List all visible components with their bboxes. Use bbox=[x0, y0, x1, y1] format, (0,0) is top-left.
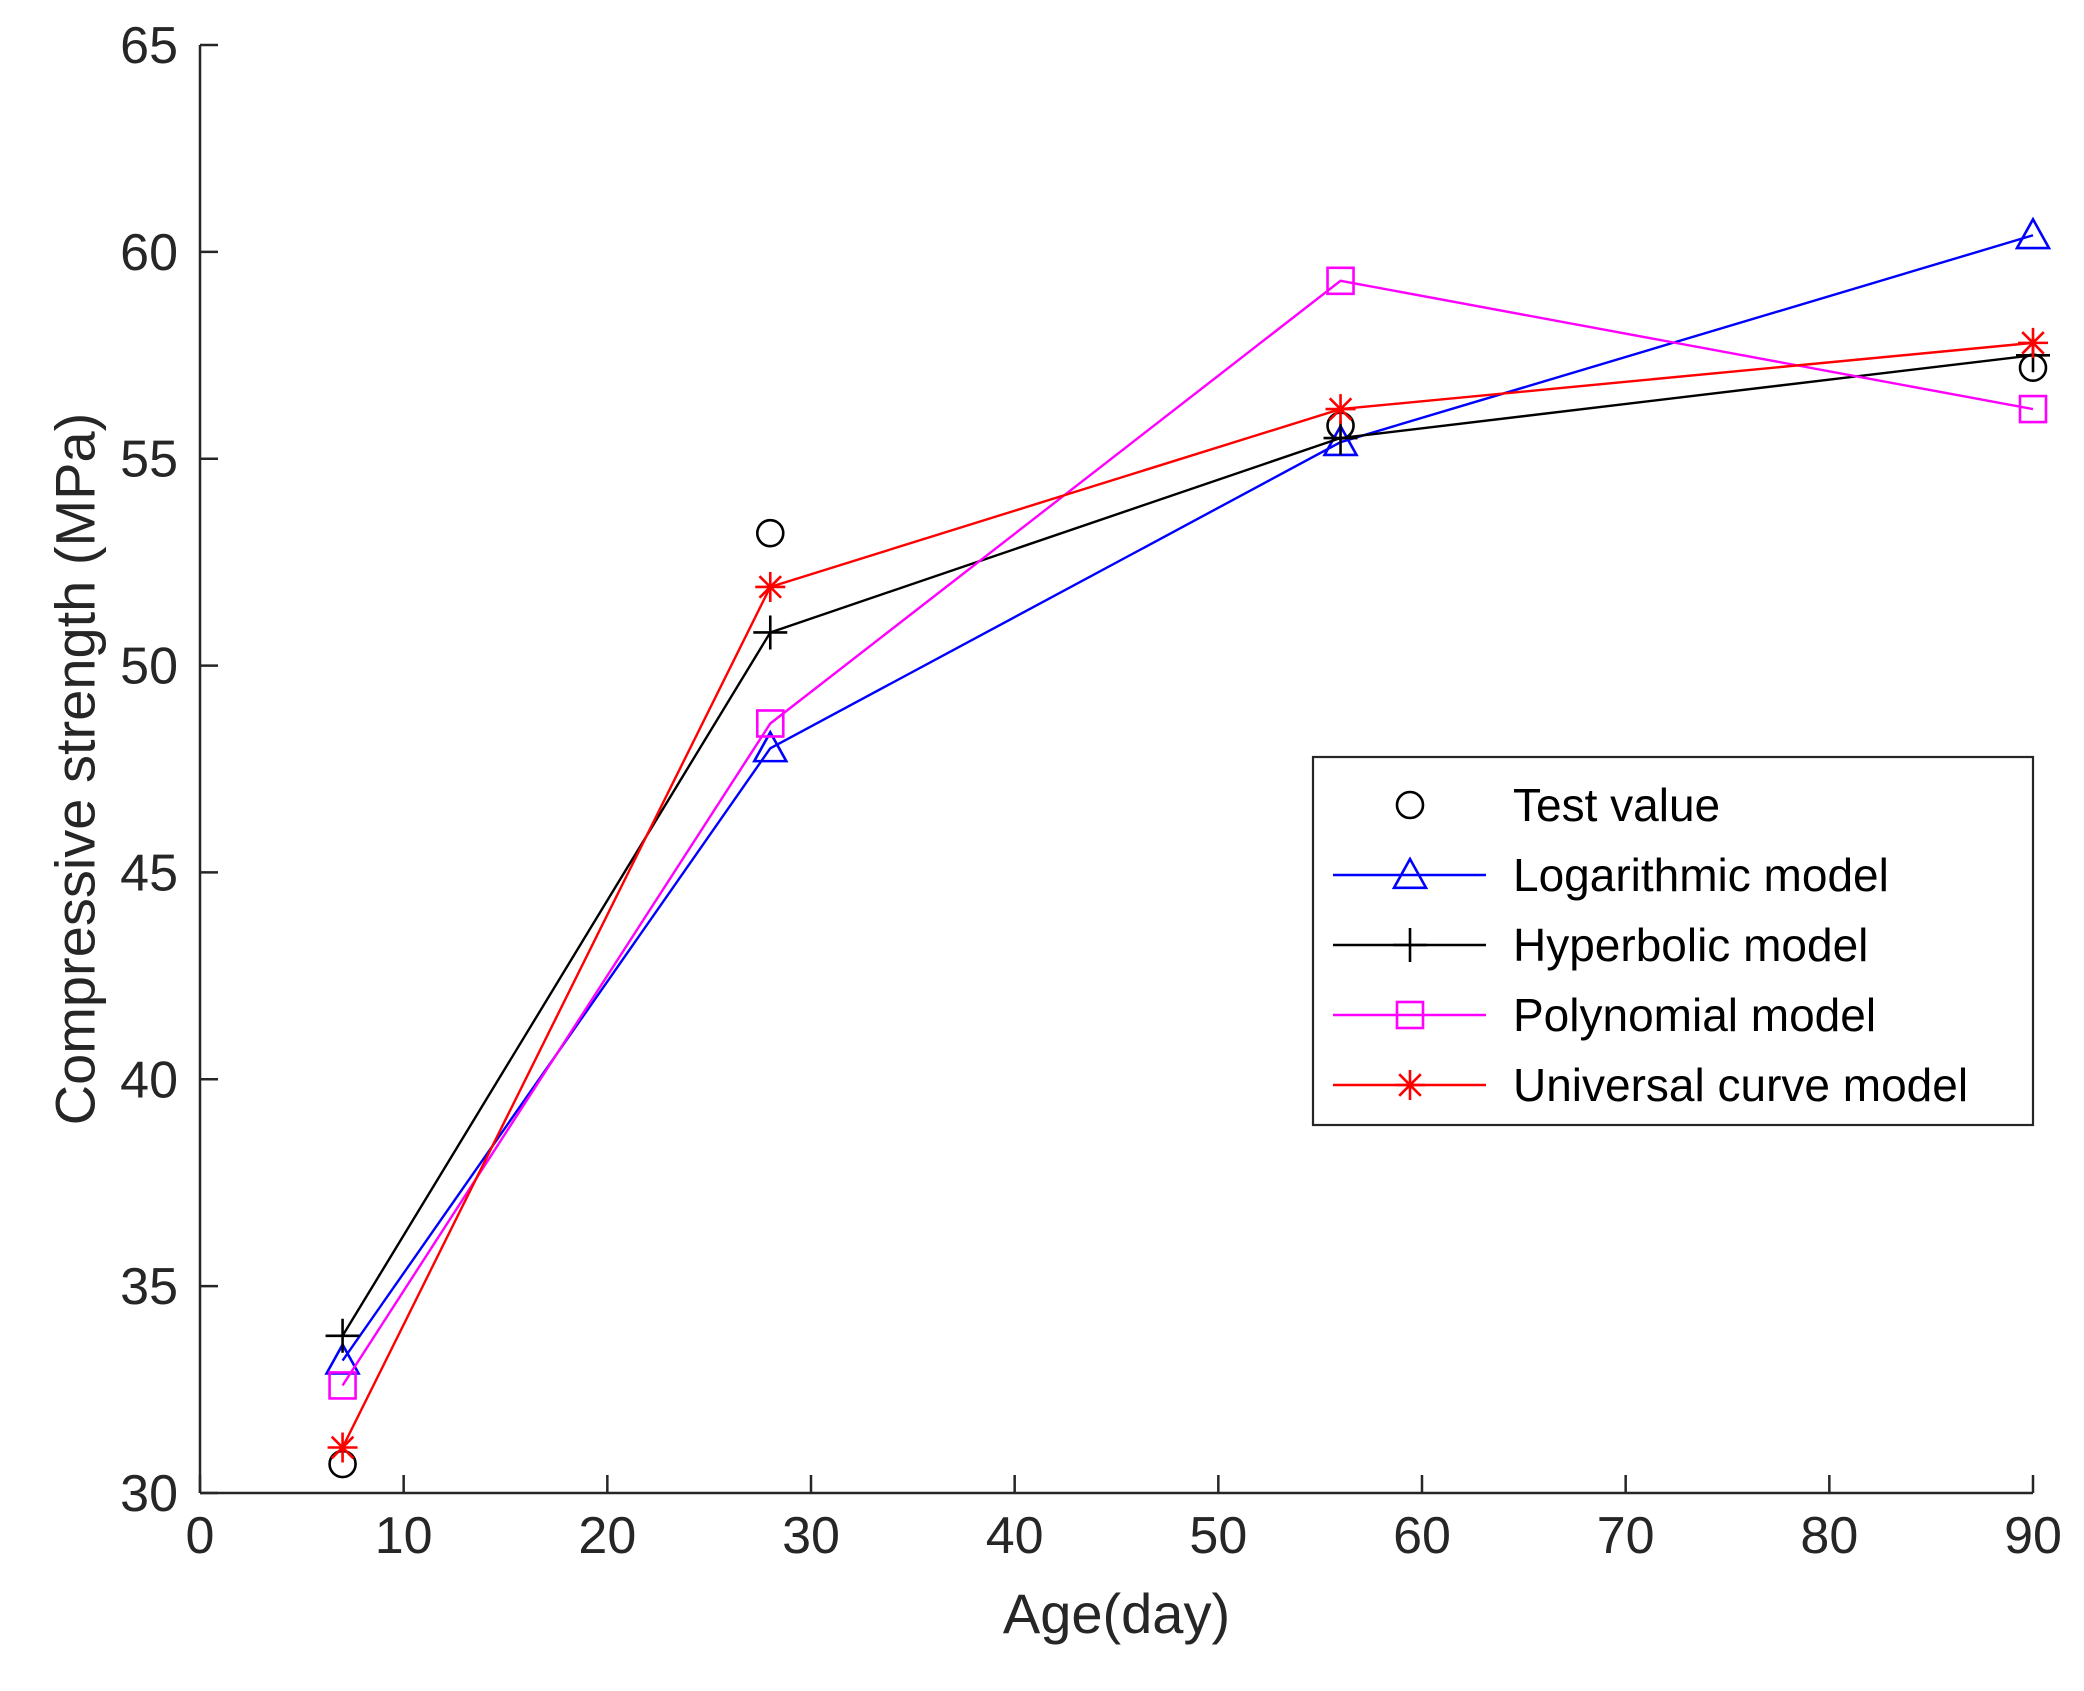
legend-label: Logarithmic model bbox=[1513, 849, 1889, 901]
axes: 0 10 20 30 40 50 60 70 80 90 30 35 40 45 50 55 60 65 bbox=[120, 17, 2062, 1565]
data-point-hyp bbox=[325, 1318, 360, 1353]
series-univ bbox=[327, 327, 2048, 1463]
y-tick-label: 40 bbox=[120, 1051, 178, 1109]
x-tick-label: 10 bbox=[375, 1507, 433, 1565]
data-point-log bbox=[2014, 216, 2052, 250]
data-point-univ bbox=[327, 1432, 358, 1463]
plot-series bbox=[324, 216, 2052, 1479]
x-axis-title: Age(day) bbox=[1003, 1582, 1230, 1645]
x-tick-label: 0 bbox=[186, 1507, 215, 1565]
x-tick-label: 80 bbox=[1800, 1507, 1858, 1565]
x-tick-label: 60 bbox=[1393, 1507, 1451, 1565]
legend-label: Hyperbolic model bbox=[1513, 919, 1868, 971]
data-point-univ bbox=[755, 571, 786, 602]
data-point-poly bbox=[1326, 266, 1355, 296]
data-point-test bbox=[755, 518, 785, 548]
legend-label: Polynomial model bbox=[1513, 989, 1876, 1041]
legend-box bbox=[1311, 755, 2035, 1127]
data-point-univ bbox=[1325, 394, 1356, 425]
data-point-poly bbox=[755, 709, 785, 738]
legend-marker bbox=[1393, 928, 1427, 962]
legend-entry-hyp: Hyperbolic model bbox=[1333, 919, 1868, 971]
legend-marker bbox=[1395, 790, 1425, 820]
legend-entry-test: Test value bbox=[1395, 779, 1720, 831]
x-tick-label: 90 bbox=[2004, 1507, 2062, 1565]
series-line-poly bbox=[341, 279, 2034, 1387]
legend-entry-univ: Universal curve model bbox=[1333, 1059, 1968, 1111]
legend-label: Test value bbox=[1513, 779, 1720, 831]
x-tick-label: 50 bbox=[1189, 1507, 1247, 1565]
legend: Test value Logarithmic model Hyperbolic mo… bbox=[1311, 755, 2035, 1127]
series-line-univ bbox=[341, 341, 2034, 1449]
y-tick-label: 50 bbox=[120, 638, 178, 696]
series-line-hyp bbox=[341, 354, 2034, 1337]
y-tick-label: 60 bbox=[120, 224, 178, 282]
legend-label: Universal curve model bbox=[1513, 1059, 1968, 1111]
x-tick-label: 40 bbox=[986, 1507, 1044, 1565]
legend-entry-log: Logarithmic model bbox=[1333, 849, 1889, 901]
x-tick-label: 70 bbox=[1597, 1507, 1655, 1565]
x-tick-label: 30 bbox=[782, 1507, 840, 1565]
y-tick-label: 35 bbox=[120, 1258, 178, 1316]
legend-marker bbox=[1395, 1070, 1425, 1100]
data-point-univ bbox=[2018, 327, 2048, 358]
data-point-hyp bbox=[1323, 421, 1358, 456]
y-tick-label: 65 bbox=[120, 17, 178, 75]
data-point-poly bbox=[2018, 394, 2048, 424]
y-axis-title: Compressive strength (MPa) bbox=[44, 413, 107, 1126]
y-tick-label: 45 bbox=[120, 844, 178, 902]
data-point-log bbox=[752, 729, 789, 763]
data-point-hyp bbox=[753, 615, 788, 650]
y-tick-label: 55 bbox=[120, 431, 178, 489]
legend-marker bbox=[1395, 1000, 1425, 1030]
series-poly bbox=[328, 266, 2048, 1400]
data-point-poly bbox=[328, 1371, 357, 1400]
legend-entry-poly: Polynomial model bbox=[1333, 989, 1876, 1041]
legend-marker bbox=[1391, 856, 1429, 890]
x-tick-label: 20 bbox=[578, 1507, 636, 1565]
y-tick-label: 30 bbox=[120, 1465, 178, 1523]
